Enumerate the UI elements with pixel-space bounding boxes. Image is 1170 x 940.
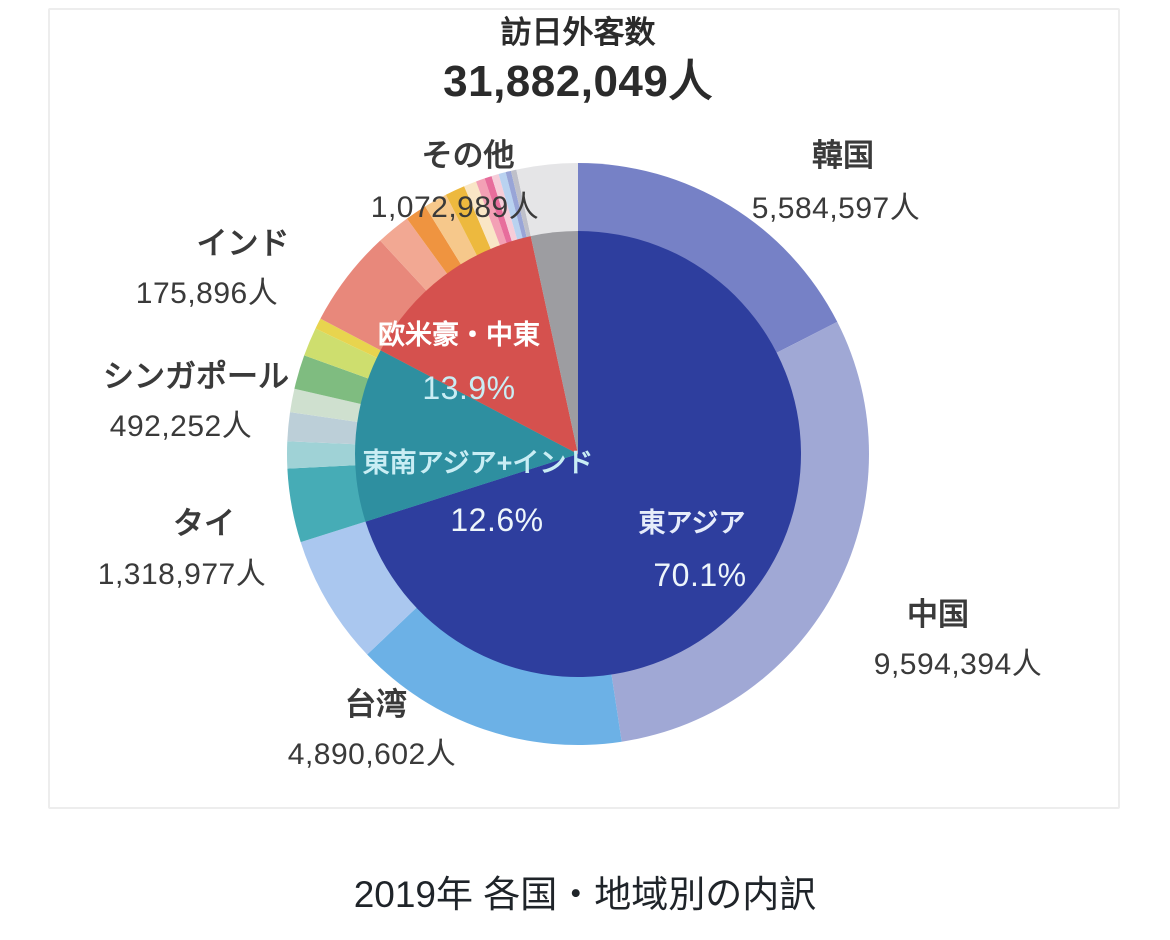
callout-india-value: 175,896人 — [135, 277, 279, 310]
callout-korea-value: 5,584,597人 — [751, 192, 921, 225]
chart-caption: 2019年 各国・地域別の内訳 — [353, 874, 817, 915]
chart-total-value: 31,882,049人 — [443, 57, 713, 106]
inner-segment-2-欧米豪・中東 — [380, 236, 578, 454]
inner-label-sea-india-pct: 12.6% — [450, 502, 544, 538]
callout-singapore-name: シンガポール — [103, 359, 289, 394]
inner-segment-3 — [530, 231, 578, 454]
inner-segment-0-東アジア — [365, 231, 802, 677]
inner-label-east-asia-pct: 70.1% — [653, 557, 747, 593]
donut-chart — [287, 163, 869, 746]
callout-china-name: 中国 — [907, 597, 969, 632]
callout-thailand-value: 1,318,977人 — [97, 558, 267, 591]
inner-label-west-pct: 13.9% — [422, 370, 516, 406]
callout-korea-name: 韓国 — [812, 138, 874, 173]
callout-china-value: 9,594,394人 — [873, 648, 1043, 681]
inner-segment-1-東南アジア+インド — [355, 350, 578, 522]
callout-taiwan-name: 台湾 — [345, 687, 407, 722]
callout-taiwan-value: 4,890,602人 — [287, 738, 457, 771]
inner-label-west-name: 欧米豪・中東 — [378, 320, 540, 350]
callout-singapore-value: 492,252人 — [109, 410, 253, 443]
callout-india-name: インド — [196, 226, 290, 261]
callout-others-value: 1,072,989人 — [370, 191, 540, 224]
callout-others-name: その他 — [421, 138, 515, 173]
inner-label-east-asia-name: 東アジア — [638, 508, 746, 538]
callout-thailand-name: タイ — [173, 506, 235, 541]
inner-label-sea-india-name: 東南アジア+インド — [362, 448, 594, 478]
chart-title: 訪日外客数 — [500, 15, 656, 50]
